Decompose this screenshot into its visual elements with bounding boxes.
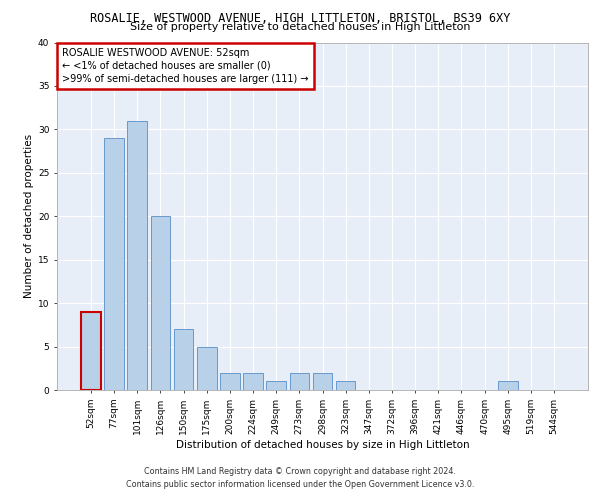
Bar: [220, 372, 240, 390]
Bar: [197, 346, 217, 390]
Bar: [174, 329, 193, 390]
Bar: [498, 382, 518, 390]
Bar: [81, 312, 101, 390]
Text: ROSALIE, WESTWOOD AVENUE, HIGH LITTLETON, BRISTOL, BS39 6XY: ROSALIE, WESTWOOD AVENUE, HIGH LITTLETON…: [90, 12, 510, 24]
Text: Contains public sector information licensed under the Open Government Licence v3: Contains public sector information licen…: [126, 480, 474, 489]
Text: Size of property relative to detached houses in High Littleton: Size of property relative to detached ho…: [130, 22, 470, 32]
Text: Contains HM Land Registry data © Crown copyright and database right 2024.: Contains HM Land Registry data © Crown c…: [144, 467, 456, 476]
Bar: [266, 382, 286, 390]
Bar: [243, 372, 263, 390]
Bar: [151, 216, 170, 390]
Bar: [127, 120, 147, 390]
Bar: [290, 372, 309, 390]
Bar: [336, 382, 355, 390]
X-axis label: Distribution of detached houses by size in High Littleton: Distribution of detached houses by size …: [176, 440, 469, 450]
Bar: [104, 138, 124, 390]
Bar: [313, 372, 332, 390]
Y-axis label: Number of detached properties: Number of detached properties: [23, 134, 34, 298]
Text: ROSALIE WESTWOOD AVENUE: 52sqm
← <1% of detached houses are smaller (0)
>99% of : ROSALIE WESTWOOD AVENUE: 52sqm ← <1% of …: [62, 48, 309, 84]
